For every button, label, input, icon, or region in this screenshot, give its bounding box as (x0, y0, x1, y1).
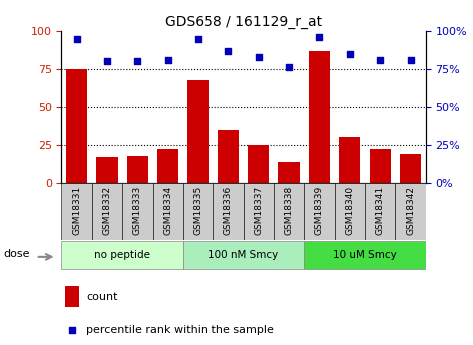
Point (73, 36, 80, 41)
Bar (304, 183, 334, 240)
Bar (152, 183, 183, 240)
Text: GSM18335: GSM18335 (193, 186, 202, 235)
Bar (369, 149, 391, 183)
Bar (213, 183, 244, 240)
Bar (66, 69, 88, 183)
Point (346, 51, 354, 57)
Bar (61, 183, 92, 240)
Bar (400, 154, 421, 183)
Bar (218, 130, 239, 183)
Text: GSM18338: GSM18338 (285, 186, 294, 235)
Bar (92, 183, 122, 240)
Text: percentile rank within the sample: percentile rank within the sample (86, 325, 274, 335)
Text: count: count (86, 292, 118, 302)
Bar (127, 156, 148, 183)
Text: 10 uM Smcy: 10 uM Smcy (333, 250, 397, 260)
Title: GDS658 / 161129_r_at: GDS658 / 161129_r_at (165, 14, 322, 29)
Bar (279, 161, 300, 183)
Bar (61, 241, 183, 269)
Point (377, 57, 384, 63)
Bar (122, 183, 152, 240)
Bar (334, 183, 365, 240)
Point (225, 48, 232, 53)
Text: no peptide: no peptide (94, 250, 150, 260)
Text: GSM18342: GSM18342 (406, 186, 415, 235)
Bar (187, 80, 209, 183)
Text: GSM18334: GSM18334 (163, 186, 172, 235)
Bar (96, 157, 118, 183)
Text: GSM18341: GSM18341 (376, 186, 385, 235)
Point (255, 54, 263, 60)
Text: GSM18336: GSM18336 (224, 186, 233, 235)
Bar (274, 183, 304, 240)
Bar (309, 51, 330, 183)
Bar (339, 137, 360, 183)
Bar (304, 241, 426, 269)
Point (133, 59, 141, 64)
Point (164, 57, 172, 63)
Bar (365, 183, 395, 240)
Text: GSM18337: GSM18337 (254, 186, 263, 235)
Bar (65, 286, 79, 307)
Point (315, 34, 323, 40)
Text: GSM18332: GSM18332 (103, 186, 112, 235)
Point (103, 59, 111, 64)
Bar (244, 183, 274, 240)
Text: GSM18333: GSM18333 (133, 186, 142, 235)
Text: GSM18339: GSM18339 (315, 186, 324, 235)
Point (68, 327, 76, 333)
Bar (157, 149, 178, 183)
Text: GSM18340: GSM18340 (345, 186, 354, 235)
Point (194, 36, 202, 41)
Point (407, 57, 414, 63)
Text: 100 nM Smcy: 100 nM Smcy (209, 250, 279, 260)
Bar (248, 145, 270, 183)
Text: GSM18331: GSM18331 (72, 186, 81, 235)
Bar (183, 241, 304, 269)
Bar (183, 183, 213, 240)
Text: dose: dose (3, 249, 30, 259)
Point (285, 65, 293, 70)
Bar (395, 183, 426, 240)
